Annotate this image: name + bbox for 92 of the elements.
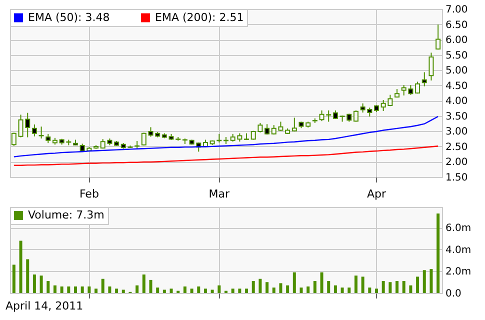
bar (26, 259, 30, 293)
bar (74, 286, 77, 293)
bar (396, 281, 399, 293)
y-tick-label: 3.50 (446, 111, 468, 122)
bar (238, 288, 242, 293)
bar (60, 286, 64, 293)
bar (122, 290, 125, 293)
bar (162, 290, 166, 293)
candlestick (422, 72, 427, 87)
bar (382, 281, 385, 293)
y-tick-label: 4.50 (446, 80, 468, 92)
legend-label: EMA (200): 2.51 (155, 10, 244, 24)
y-tick-label: 0.0 (446, 288, 462, 300)
bar (422, 270, 426, 293)
bar (354, 276, 358, 293)
y-tick-label: 4.0m (446, 244, 472, 256)
bar (258, 278, 262, 293)
y-tick-label: 6.0m (446, 223, 472, 234)
bar (430, 269, 433, 293)
bar (40, 276, 43, 293)
bar (197, 286, 200, 293)
bar (80, 286, 84, 293)
bar (286, 285, 290, 293)
bar (340, 288, 344, 293)
bar (266, 282, 269, 293)
y-tick-label: 4.00 (446, 96, 468, 108)
bar (292, 272, 296, 293)
bar (204, 288, 207, 293)
y-tick-label: 2.0m (446, 266, 472, 278)
bar (190, 288, 194, 293)
bar (361, 276, 364, 293)
bar (183, 286, 186, 293)
bar (368, 288, 372, 293)
y-tick-label: 6.50 (446, 20, 468, 31)
bar (115, 288, 118, 293)
bar (108, 286, 112, 293)
bar (334, 285, 337, 293)
y-tick-label: 2.00 (446, 157, 468, 168)
bar (46, 281, 50, 293)
candlestick (32, 124, 37, 137)
y-tick-label: 6.00 (446, 35, 468, 46)
bar (88, 286, 91, 293)
bar (156, 288, 160, 293)
candlestick (38, 126, 44, 140)
x-tick-label: Mar (208, 188, 230, 200)
legend-label: Volume: 7.3m (28, 208, 104, 222)
text: April 14, 2011 (6, 300, 84, 312)
x-tick-label: Feb (79, 188, 99, 200)
bar (388, 282, 392, 293)
bar (231, 288, 234, 293)
legend-label: EMA (50): 3.48 (28, 10, 110, 24)
bar (375, 288, 378, 293)
y-tick-label: 2.50 (446, 142, 468, 153)
bar (348, 288, 351, 293)
bar (94, 288, 98, 293)
bar (142, 274, 146, 293)
bar (245, 288, 248, 293)
bar (327, 281, 330, 293)
x-tick-label: Apr (366, 188, 386, 200)
bar (210, 290, 214, 293)
bar (19, 240, 22, 293)
bar (12, 264, 16, 293)
bar (170, 288, 173, 293)
y-tick-label: 3.00 (446, 126, 468, 138)
line-series (13, 146, 439, 166)
bar (53, 285, 56, 293)
y-tick-label: 5.50 (446, 50, 468, 62)
bar (218, 285, 221, 293)
bar (313, 281, 316, 293)
bar (252, 281, 255, 293)
bar (436, 214, 440, 293)
line-series (13, 116, 439, 158)
bar (101, 278, 104, 293)
candlestick (292, 117, 297, 132)
bar (272, 288, 276, 293)
bar (149, 280, 152, 293)
y-tick-label: 5.00 (446, 66, 468, 77)
candlestick (141, 132, 146, 146)
bar (32, 274, 36, 293)
bar (402, 281, 406, 293)
bar (136, 285, 139, 293)
bar (300, 288, 303, 293)
candlestick (46, 133, 51, 144)
bar (306, 286, 310, 293)
y-tick-label: 1.50 (446, 172, 468, 184)
bar (320, 272, 324, 293)
bar (279, 283, 282, 293)
candlestick (428, 52, 434, 81)
bar (67, 286, 70, 293)
y-tick-label: 7.00 (446, 4, 468, 16)
bar (416, 276, 420, 293)
bar (409, 285, 412, 293)
